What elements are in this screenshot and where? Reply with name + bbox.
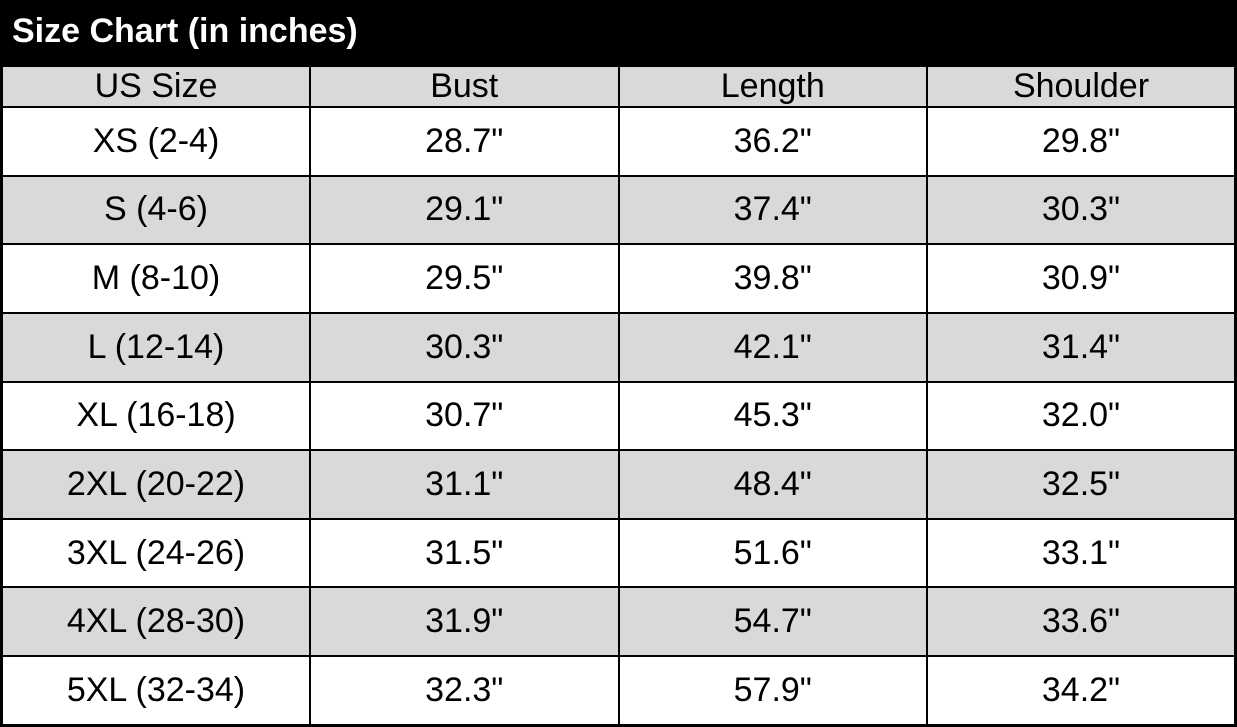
cell-us-size: 4XL (28-30)	[0, 586, 311, 657]
table-header: US Size Bust Length Shoulder	[0, 64, 1237, 108]
table-row: M (8-10) 29.5" 39.8" 30.9"	[0, 243, 1237, 314]
cell-length: 42.1"	[617, 311, 928, 383]
table-row: XL (16-18) 30.7" 45.3" 32.0"	[0, 380, 1237, 452]
table-row: 4XL (28-30) 31.9" 54.7" 33.6"	[0, 586, 1237, 657]
cell-length: 51.6"	[617, 517, 928, 589]
cell-length: 57.9"	[617, 655, 928, 727]
cell-us-size: XS (2-4)	[0, 106, 311, 177]
chart-title: Size Chart (in inches)	[0, 0, 1237, 64]
cell-bust: 28.7"	[309, 106, 620, 177]
size-table: US Size Bust Length Shoulder XS (2-4) 28…	[0, 64, 1237, 727]
table-row: 3XL (24-26) 31.5" 51.6" 33.1"	[0, 517, 1237, 589]
table-row: XS (2-4) 28.7" 36.2" 29.8"	[0, 106, 1237, 177]
table-row: 5XL (32-34) 32.3" 57.9" 34.2"	[0, 655, 1237, 727]
cell-shoulder: 32.5"	[926, 449, 1237, 520]
cell-shoulder: 29.8"	[926, 106, 1237, 177]
cell-bust: 31.1"	[309, 449, 620, 520]
header-row: US Size Bust Length Shoulder	[0, 64, 1237, 108]
cell-shoulder: 32.0"	[926, 380, 1237, 452]
cell-length: 36.2"	[617, 106, 928, 177]
cell-us-size: M (8-10)	[0, 243, 311, 314]
cell-bust: 30.3"	[309, 311, 620, 383]
cell-us-size: 3XL (24-26)	[0, 517, 311, 589]
cell-shoulder: 33.1"	[926, 517, 1237, 589]
cell-us-size: S (4-6)	[0, 174, 311, 246]
table-row: L (12-14) 30.3" 42.1" 31.4"	[0, 311, 1237, 383]
cell-shoulder: 34.2"	[926, 655, 1237, 727]
cell-us-size: L (12-14)	[0, 311, 311, 383]
table-row: 2XL (20-22) 31.1" 48.4" 32.5"	[0, 449, 1237, 520]
cell-bust: 30.7"	[309, 380, 620, 452]
cell-shoulder: 31.4"	[926, 311, 1237, 383]
cell-shoulder: 33.6"	[926, 586, 1237, 657]
cell-bust: 31.5"	[309, 517, 620, 589]
cell-bust: 29.1"	[309, 174, 620, 246]
cell-us-size: 2XL (20-22)	[0, 449, 311, 520]
table-row: S (4-6) 29.1" 37.4" 30.3"	[0, 174, 1237, 246]
column-header-us-size: US Size	[0, 64, 311, 108]
cell-length: 45.3"	[617, 380, 928, 452]
cell-length: 37.4"	[617, 174, 928, 246]
table-body: XS (2-4) 28.7" 36.2" 29.8" S (4-6) 29.1"…	[0, 106, 1237, 727]
cell-bust: 29.5"	[309, 243, 620, 314]
cell-length: 54.7"	[617, 586, 928, 657]
column-header-bust: Bust	[309, 64, 620, 108]
cell-length: 39.8"	[617, 243, 928, 314]
cell-bust: 32.3"	[309, 655, 620, 727]
cell-shoulder: 30.3"	[926, 174, 1237, 246]
cell-us-size: XL (16-18)	[0, 380, 311, 452]
cell-shoulder: 30.9"	[926, 243, 1237, 314]
cell-us-size: 5XL (32-34)	[0, 655, 311, 727]
column-header-length: Length	[617, 64, 928, 108]
cell-bust: 31.9"	[309, 586, 620, 657]
cell-length: 48.4"	[617, 449, 928, 520]
column-header-shoulder: Shoulder	[926, 64, 1237, 108]
